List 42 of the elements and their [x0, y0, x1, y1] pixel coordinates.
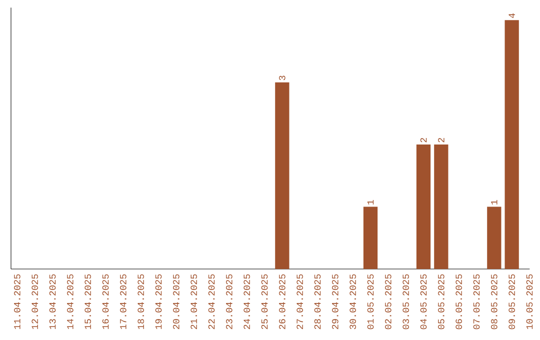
- x-tick-label: 20.04.2025: [173, 274, 180, 330]
- x-tick-label: 10.05.2025: [526, 274, 533, 330]
- x-tick-label: 22.04.2025: [208, 274, 215, 330]
- x-tick-label: 12.04.2025: [32, 274, 38, 330]
- x-tick-label: 19.04.2025: [155, 274, 162, 330]
- x-tick-label: 02.05.2025: [385, 274, 392, 330]
- x-tick-label: 21.04.2025: [190, 274, 197, 330]
- x-tick-label: 15.04.2025: [84, 274, 92, 330]
- bar: [363, 206, 378, 269]
- bar: [504, 20, 519, 269]
- data-label: 2: [438, 138, 444, 142]
- bar: [434, 144, 448, 269]
- x-tick-label: 28.04.2025: [314, 274, 321, 330]
- x-tick-label: 26.04.2025: [279, 274, 286, 330]
- x-tick-label: 30.04.2025: [350, 274, 356, 330]
- x-tick-label: 01.05.2025: [367, 274, 374, 330]
- x-tick-label: 08.05.2025: [491, 274, 498, 330]
- data-label: 3: [279, 76, 286, 80]
- data-label: 1: [367, 200, 374, 205]
- bar: [416, 144, 431, 269]
- x-tick-label: 04.05.2025: [420, 274, 427, 330]
- x-tick-label: 13.04.2025: [49, 274, 56, 330]
- bar: [487, 206, 502, 269]
- x-tick-label: 29.04.2025: [332, 274, 338, 330]
- x-tick-label: 25.04.2025: [261, 274, 268, 330]
- x-tick-label: 07.05.2025: [473, 274, 480, 330]
- x-tick-label: 06.05.2025: [456, 274, 462, 330]
- x-tick-label: 09.05.2025: [508, 274, 515, 330]
- x-tick-label: 17.04.2025: [120, 274, 126, 330]
- data-label: 1: [491, 200, 498, 205]
- x-tick-label: 23.04.2025: [226, 274, 232, 330]
- x-tick-label: 11.04.2025: [14, 274, 20, 330]
- x-tick-label: 27.04.2025: [296, 274, 303, 330]
- bar: [275, 82, 290, 269]
- data-label: 4: [508, 13, 515, 18]
- x-tick-label: 16.04.2025: [102, 274, 109, 330]
- data-label: 2: [420, 138, 427, 142]
- x-tick-label: 14.04.2025: [67, 274, 74, 330]
- x-tick-label: 03.05.2025: [402, 274, 409, 330]
- x-tick-label: 24.04.2025: [244, 274, 250, 330]
- x-tick-label: 05.05.2025: [438, 274, 444, 330]
- x-tick-label: 18.04.2025: [138, 274, 144, 330]
